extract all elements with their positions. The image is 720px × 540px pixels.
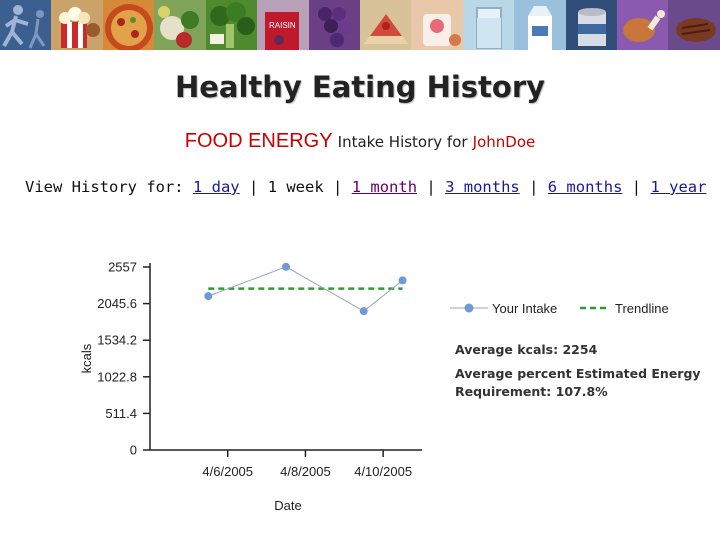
- steak-tile: [668, 0, 720, 50]
- chicken-leg-tile: [617, 0, 669, 50]
- avg-percent-label-line2: Requirement:: [455, 384, 552, 399]
- intake-line-chart: 2557 2045.6 1534.2 1022.8 511.4 0 4/6/2005 4/8…: [79, 260, 422, 513]
- intake-series-points: [204, 262, 407, 316]
- yogurt-icon: [423, 14, 462, 46]
- range-link-1-day[interactable]: 1 day: [192, 178, 240, 196]
- intake-point: [204, 292, 213, 301]
- popcorn-tile: [51, 0, 103, 50]
- runner-icon: [2, 5, 46, 49]
- chart-legend: Your Intake Trendline: [450, 301, 669, 316]
- nav-separator: |: [249, 178, 259, 196]
- nav-separator: |: [333, 178, 343, 196]
- history-range-nav: View History for: 1 day | 1 week | 1 mon…: [25, 178, 706, 196]
- legend-trend-label: Trendline: [615, 301, 669, 316]
- y-tick-label: 1022.8: [97, 369, 137, 384]
- chicken-leg-icon: [623, 10, 666, 42]
- cake-tile: [359, 0, 412, 50]
- x-tick-label: 4/10/2005: [354, 464, 412, 479]
- popcorn-icon: [59, 7, 101, 48]
- x-tick-label: 4/6/2005: [202, 464, 253, 479]
- milk-carton-tile: [514, 0, 566, 50]
- can-icon: [577, 8, 606, 46]
- nav-separator: |: [426, 178, 436, 196]
- x-axis-label: Date: [274, 498, 301, 513]
- history-nav-prefix: View History for:: [25, 178, 184, 196]
- broccoli-icon: [209, 2, 255, 48]
- avg-kcals-value: 2254: [562, 342, 598, 357]
- range-link-1-year[interactable]: 1 year: [650, 178, 707, 196]
- x-axis-ticks: 4/6/2005 4/8/2005 4/10/2005: [202, 450, 412, 479]
- milk-carton-icon: [528, 6, 553, 50]
- nav-separator: |: [529, 178, 539, 196]
- broccoli-tile: [205, 0, 258, 50]
- y-tick-label: 511.4: [105, 406, 137, 421]
- raisin-box-icon: RAISIN: [265, 12, 300, 50]
- legend-intake-marker: [464, 303, 474, 313]
- intake-point: [398, 276, 407, 285]
- page-title: Healthy Eating History: [174, 70, 546, 104]
- can-tile: [565, 0, 618, 50]
- user-name: JohnDoe: [472, 133, 536, 151]
- grapes-icon: [317, 7, 352, 47]
- cake-icon: [363, 14, 408, 44]
- avg-percent-value: 107.8%: [555, 384, 608, 399]
- intake-series-line: [208, 266, 403, 312]
- y-tick-label: 1534.2: [97, 333, 137, 348]
- x-tick-label: 4/8/2005: [280, 464, 331, 479]
- vegetables-icon: [158, 6, 200, 48]
- intake-history-heading: FOOD ENERGY Intake History for JohnDoe: [0, 130, 720, 153]
- range-current-1-week: 1 week: [267, 178, 324, 196]
- glass-icon: [475, 7, 502, 49]
- y-tick-label: 0: [130, 443, 137, 458]
- raisins-tile: RAISIN: [257, 0, 309, 50]
- intake-stats: Average kcals: 2254 Average percent Esti…: [455, 341, 715, 401]
- intake-point: [282, 262, 290, 271]
- steak-icon: [676, 18, 717, 42]
- range-link-3-months[interactable]: 3 months: [445, 178, 520, 196]
- vegetables-tile: [154, 0, 206, 50]
- nutrient-name: FOOD ENERGY: [184, 130, 333, 152]
- pizza-icon: [104, 4, 153, 50]
- avg-percent-row: Requirement: 107.8%: [455, 383, 715, 401]
- avg-kcals-label: Average kcals:: [455, 342, 559, 357]
- avg-kcals-row: Average kcals: 2254: [455, 341, 715, 359]
- y-axis-label: kcals: [79, 343, 94, 373]
- y-axis-ticks: 2557 2045.6 1534.2 1022.8 511.4 0: [97, 260, 150, 458]
- glass-of-water-tile: [462, 0, 515, 50]
- heading-middle-text: Intake History for: [337, 133, 468, 151]
- y-tick-label: 2557: [108, 260, 137, 275]
- grapes-tile: [308, 0, 360, 50]
- svg-text:RAISIN: RAISIN: [269, 21, 296, 30]
- intake-point: [359, 307, 368, 316]
- range-link-1-month[interactable]: 1 month: [351, 178, 418, 196]
- runner-tile: [0, 0, 52, 50]
- food-banner: RAISIN: [0, 0, 720, 50]
- legend-intake-label: Your Intake: [492, 301, 557, 316]
- nav-separator: |: [631, 178, 642, 196]
- range-link-6-months[interactable]: 6 months: [547, 178, 623, 196]
- pizza-tile: [102, 0, 155, 50]
- yogurt-tile: [411, 0, 463, 50]
- avg-percent-label-line1: Average percent Estimated Energy: [455, 366, 701, 381]
- y-tick-label: 2045.6: [97, 296, 137, 311]
